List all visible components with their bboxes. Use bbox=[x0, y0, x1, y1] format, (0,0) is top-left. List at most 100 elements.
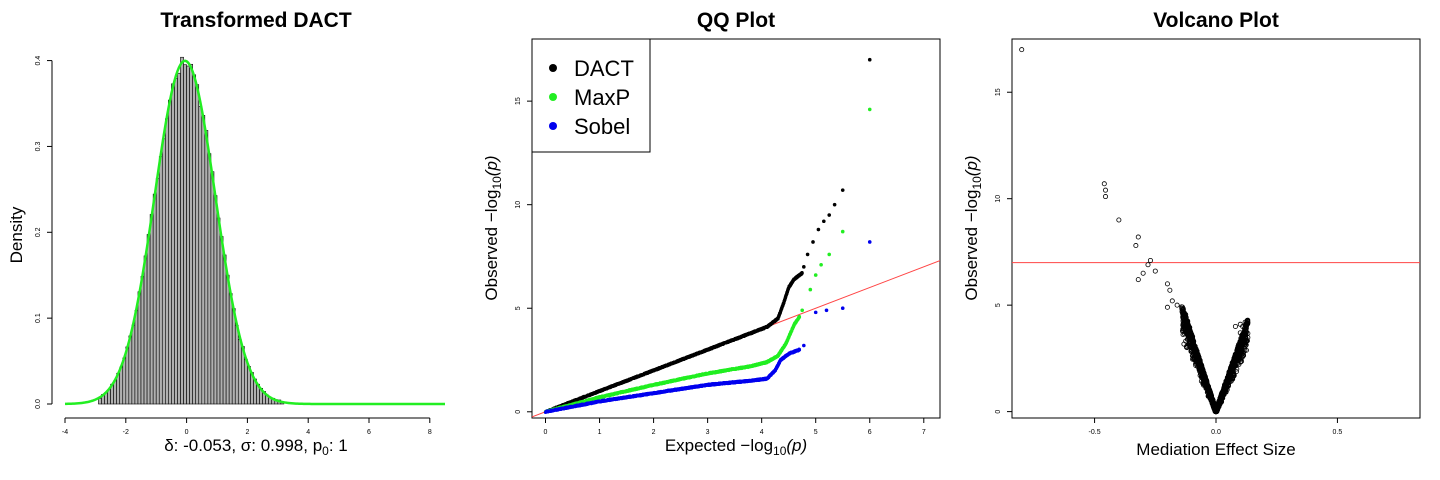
histogram-bar-10 bbox=[128, 335, 133, 405]
qq-legend-box bbox=[531, 38, 651, 153]
histogram-bar-46 bbox=[237, 339, 242, 405]
histogram-bar-16 bbox=[146, 234, 151, 405]
volcano-y-label-sub: 10 bbox=[970, 176, 984, 190]
histogram-title: Transformed DACT bbox=[160, 9, 352, 32]
qq-point bbox=[813, 310, 818, 315]
histogram-bar-34 bbox=[201, 115, 206, 405]
qq-point bbox=[840, 188, 845, 192]
qq-point bbox=[800, 271, 804, 275]
histogram-bar-11 bbox=[131, 324, 136, 405]
qq-point bbox=[827, 252, 832, 257]
qq-title: QQ Plot bbox=[697, 9, 775, 32]
histogram-bar-22 bbox=[165, 118, 169, 405]
qq-x-tick-label-0: 0 bbox=[544, 429, 548, 436]
density-curve bbox=[64, 59, 445, 406]
qq-point bbox=[800, 308, 804, 313]
qq-series-sobel bbox=[543, 240, 872, 414]
histogram-bar-21 bbox=[161, 138, 166, 405]
histogram-bar-28 bbox=[183, 64, 187, 405]
qq-x-tick-label-6: 6 bbox=[868, 429, 872, 436]
qq-point bbox=[840, 229, 845, 234]
histogram-bar-32 bbox=[195, 84, 200, 405]
qq-y-label-sub: 10 bbox=[490, 176, 504, 190]
qq-point bbox=[827, 213, 832, 217]
histogram-bar-14 bbox=[140, 275, 145, 405]
qq-y-tick-label-2: 10 bbox=[515, 201, 522, 209]
histogram-bar-0 bbox=[98, 398, 102, 405]
histogram-bar-20 bbox=[158, 156, 163, 405]
histogram-bar-25 bbox=[174, 77, 178, 405]
histogram-x-tick-label-6: 8 bbox=[428, 429, 432, 436]
histogram-x-tick-label-1: -2 bbox=[123, 429, 129, 436]
histogram-x-tick-label-3: 2 bbox=[245, 429, 249, 436]
qq-point bbox=[802, 343, 806, 348]
volcano-plot-frame bbox=[1011, 38, 1421, 419]
qq-series-maxp bbox=[543, 107, 872, 414]
histogram-x-tick-label-5: 6 bbox=[367, 429, 371, 436]
histogram-y-tick-label-2: 0.2 bbox=[35, 227, 42, 237]
qq-y-tick-label-1: 5 bbox=[515, 306, 522, 310]
qq-point bbox=[813, 273, 818, 277]
qq-points bbox=[543, 57, 872, 414]
histogram-y-label: Density bbox=[7, 206, 26, 263]
qq-x-label-end: (p) bbox=[786, 436, 807, 455]
histogram-bar-27 bbox=[180, 56, 184, 405]
histogram-bar-8 bbox=[122, 357, 127, 405]
qq-x-label: Expected −log10(p) bbox=[665, 436, 807, 458]
histogram-x-label-end: : 1 bbox=[329, 436, 348, 455]
histogram-bar-40 bbox=[219, 236, 224, 405]
qq-panel: QQ Plot Observed −log10(p) Expected −log… bbox=[482, 9, 941, 458]
histogram-bar-5 bbox=[113, 380, 117, 405]
histogram-x-tick-label-2: 0 bbox=[185, 429, 189, 436]
qq-point bbox=[802, 265, 806, 269]
histogram-x-tick-label-0: -4 bbox=[62, 429, 68, 436]
histogram-bar-29 bbox=[186, 65, 190, 405]
legend-label-sobel: Sobel bbox=[574, 114, 630, 139]
qq-y-tick-label-0: 0 bbox=[515, 410, 522, 414]
qq-point bbox=[816, 227, 821, 232]
histogram-bar-31 bbox=[192, 74, 197, 405]
histogram-bar-37 bbox=[210, 171, 215, 405]
histogram-bar-43 bbox=[228, 293, 233, 405]
legend-label-dact: DACT bbox=[574, 56, 634, 81]
legend-marker-dact bbox=[549, 64, 557, 72]
histogram-x-label-sub: 0 bbox=[322, 444, 329, 458]
histogram-bar-13 bbox=[137, 291, 142, 405]
histogram-bar-35 bbox=[204, 130, 209, 405]
qq-point bbox=[805, 252, 810, 257]
qq-point bbox=[797, 315, 802, 319]
histogram-bar-38 bbox=[213, 195, 218, 405]
qq-x-tick-label-4: 4 bbox=[760, 429, 764, 436]
qq-point bbox=[808, 287, 813, 292]
qq-point bbox=[867, 57, 872, 62]
qq-point bbox=[840, 306, 845, 311]
volcano-points bbox=[1019, 47, 1251, 415]
histogram-bar-12 bbox=[134, 310, 139, 405]
legend-marker-maxp bbox=[549, 93, 557, 101]
histogram-y-tick-label-4: 0.4 bbox=[35, 56, 42, 66]
histogram-x-label: δ: -0.053, σ: 0.998, p0: 1 bbox=[164, 436, 348, 458]
qq-point bbox=[832, 202, 837, 207]
qq-point bbox=[822, 219, 826, 224]
qq-y-label: Observed −log10(p) bbox=[482, 155, 504, 300]
volcano-title: Volcano Plot bbox=[1153, 9, 1279, 32]
legend-marker-sobel bbox=[549, 122, 557, 130]
qq-x-tick-label-1: 1 bbox=[598, 429, 602, 436]
volcano-y-label-main: Observed −log bbox=[962, 190, 981, 301]
histogram-y-tick-label-0: 0.0 bbox=[35, 399, 42, 409]
qq-x-tick-label-7: 7 bbox=[922, 429, 926, 436]
qq-point bbox=[824, 308, 829, 313]
histogram-bar-48 bbox=[244, 358, 248, 405]
qq-x-tick-label-5: 5 bbox=[814, 429, 818, 436]
histogram-bar-39 bbox=[216, 217, 221, 405]
qq-point bbox=[867, 240, 872, 244]
histogram-bar-33 bbox=[198, 105, 203, 405]
qq-legend: DACT MaxP Sobel bbox=[531, 38, 651, 153]
qq-point bbox=[797, 348, 802, 352]
qq-point bbox=[819, 262, 823, 267]
histogram-bar-44 bbox=[231, 308, 236, 405]
qq-x-label-main: Expected −log bbox=[665, 436, 773, 455]
